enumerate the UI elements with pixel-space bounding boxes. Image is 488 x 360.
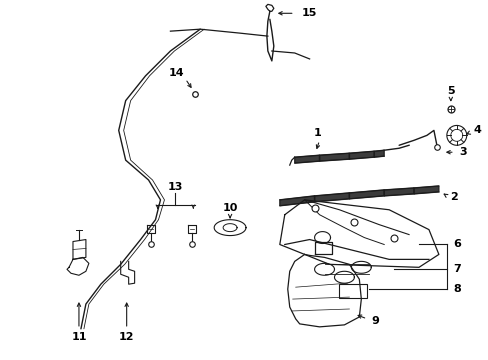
Polygon shape: [349, 151, 373, 159]
Polygon shape: [384, 188, 413, 196]
Polygon shape: [314, 193, 349, 202]
Text: 5: 5: [446, 86, 454, 96]
Polygon shape: [373, 150, 384, 157]
Text: 7: 7: [452, 264, 460, 274]
Text: 6: 6: [452, 239, 460, 249]
Polygon shape: [349, 190, 384, 199]
Text: 1: 1: [313, 129, 321, 138]
Text: 15: 15: [301, 8, 317, 18]
Text: 8: 8: [452, 284, 460, 294]
Text: 12: 12: [119, 332, 134, 342]
Text: 3: 3: [458, 147, 466, 157]
Text: 13: 13: [167, 182, 183, 192]
Polygon shape: [413, 186, 438, 194]
Text: 11: 11: [71, 332, 86, 342]
Polygon shape: [319, 153, 349, 161]
Text: 9: 9: [370, 316, 378, 326]
Text: 4: 4: [473, 125, 481, 135]
Text: 14: 14: [168, 68, 184, 78]
Bar: [339, 284, 366, 298]
Polygon shape: [279, 196, 314, 206]
Text: 10: 10: [222, 203, 237, 213]
Polygon shape: [294, 155, 319, 163]
Text: 2: 2: [449, 192, 457, 202]
Polygon shape: [67, 257, 89, 275]
